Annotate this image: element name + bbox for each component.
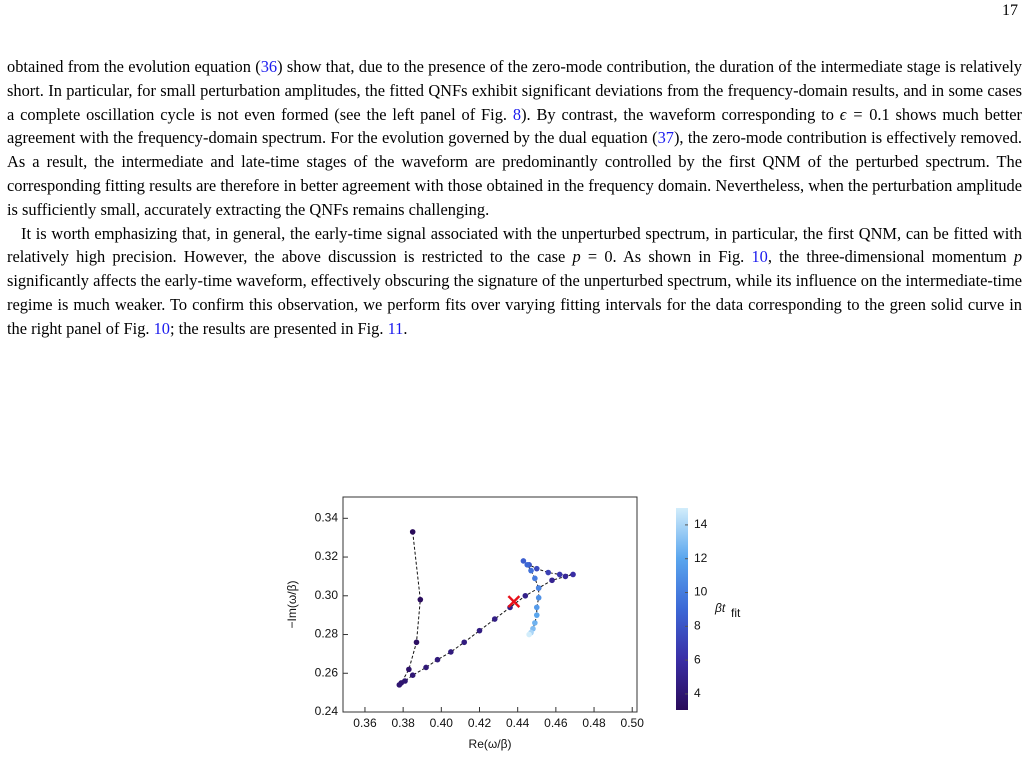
point <box>533 604 540 611</box>
x-tick-label: 0.46 <box>544 716 568 730</box>
cross-stroke <box>507 595 521 608</box>
trajectory-line <box>398 531 574 686</box>
text-span: ; the results are presented in Fig. <box>169 318 388 338</box>
x-tick-label: 0.44 <box>506 716 530 730</box>
point <box>409 529 416 535</box>
point <box>491 616 498 622</box>
point <box>535 594 542 601</box>
x-tick-label: 0.36 <box>353 716 377 730</box>
y-tick-label: 0.28 <box>315 627 339 641</box>
reference-link[interactable]: 36 <box>260 57 278 76</box>
paragraph: It is worth emphasizing that, in general… <box>7 222 1022 341</box>
point <box>423 664 429 671</box>
point <box>409 672 416 678</box>
point <box>533 565 540 572</box>
body-text: obtained from the evolution equation (36… <box>7 55 1022 341</box>
point <box>532 575 538 582</box>
x-tick-label: 0.38 <box>391 716 415 730</box>
point <box>396 682 403 688</box>
point <box>528 567 534 574</box>
x-tick-label: 0.48 <box>582 716 606 730</box>
reference-link[interactable]: 8 <box>512 104 522 124</box>
colorbar-tick-label: 14 <box>694 517 708 531</box>
point <box>570 571 576 578</box>
text-span: It is worth emphasizing that, in general… <box>7 223 1022 267</box>
text-span: ), the zero-mode contribution is effecti… <box>7 128 1022 219</box>
point <box>417 596 424 603</box>
y-tick-label: 0.34 <box>315 510 339 524</box>
colorbar-tick-label: 8 <box>694 618 701 632</box>
text-span: , the three-dimensional momentum <box>767 247 1014 267</box>
text-span: significantly affects the early-time wav… <box>7 271 1022 338</box>
reference-link[interactable]: 10 <box>751 247 768 267</box>
point <box>434 656 441 663</box>
math: p <box>572 247 581 267</box>
x-tick-label: 0.40 <box>430 716 454 730</box>
point <box>535 585 542 591</box>
point <box>461 639 468 646</box>
y-tick-label: 0.32 <box>315 549 339 563</box>
point <box>556 571 563 578</box>
colorbar-tick-label: 12 <box>694 551 708 565</box>
point <box>545 569 552 576</box>
point <box>532 620 538 626</box>
point <box>562 573 569 580</box>
y-tick-label: 0.24 <box>315 704 339 718</box>
reference-link[interactable]: 10 <box>153 318 170 338</box>
colorbar-label-sub: fit <box>731 606 741 620</box>
point <box>520 558 527 564</box>
math: ϵ = <box>839 104 870 124</box>
colorbar-tick-label: 10 <box>694 585 708 599</box>
point <box>476 627 483 634</box>
x-tick-label: 0.50 <box>621 716 645 730</box>
reference-link[interactable]: 37 <box>657 128 674 148</box>
x-axis-label: Re(ω/β) <box>469 737 512 751</box>
text-span: . <box>403 318 408 338</box>
reference-link[interactable]: 11 <box>387 318 404 338</box>
colorbar <box>676 508 688 710</box>
point <box>526 631 532 638</box>
colorbar-label: βt <box>714 601 726 615</box>
colorbar-tick-label: 4 <box>694 686 701 700</box>
text-span: 0.1 shows much better agreement with the… <box>7 104 1022 148</box>
x-tick-label: 0.42 <box>468 716 492 730</box>
page-number: 17 <box>1002 2 1018 19</box>
plot-frame <box>342 496 638 713</box>
point <box>549 577 555 584</box>
paragraph: obtained from the evolution equation (36… <box>7 55 1022 222</box>
y-axis-label: −Im(ω/β) <box>285 581 299 629</box>
point <box>522 592 529 599</box>
point <box>448 649 454 655</box>
point <box>406 666 412 673</box>
text-span: ) show that, due to the presence of the … <box>7 57 1022 124</box>
point <box>524 561 531 568</box>
reference-marker <box>507 595 521 608</box>
y-tick-label: 0.30 <box>315 588 339 602</box>
point <box>533 612 540 618</box>
text-span: = 0. As shown in Fig. <box>580 247 752 267</box>
text-span: ). By contrast, the waveform correspondi… <box>521 104 840 124</box>
point <box>413 639 420 646</box>
point <box>402 678 408 684</box>
math: p <box>1013 247 1023 267</box>
text-span: obtained from the evolution equation ( <box>7 57 261 76</box>
y-tick-label: 0.26 <box>315 665 339 679</box>
colorbar-tick-label: 6 <box>694 652 701 666</box>
